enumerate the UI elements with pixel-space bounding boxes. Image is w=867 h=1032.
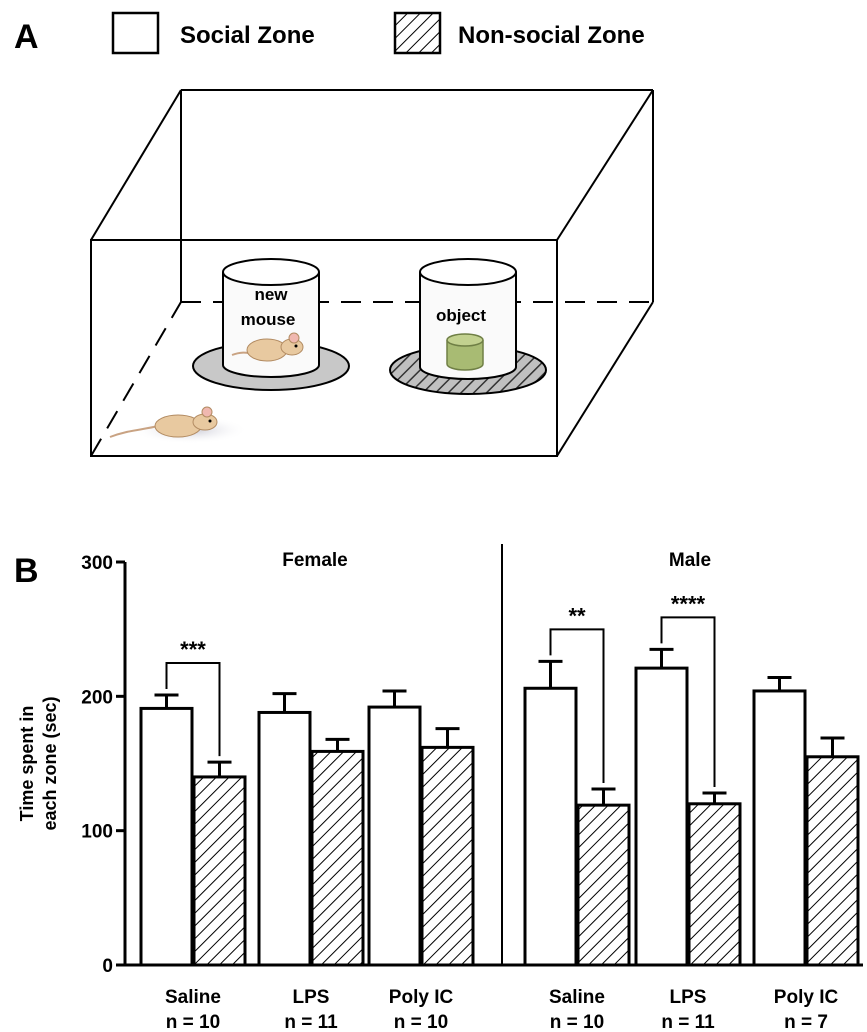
mouse-in-cylinder-icon: [231, 332, 304, 362]
category-label-male-polyic: Poly IC: [774, 987, 839, 1008]
panel-b-letter: B: [14, 552, 39, 590]
y-axis-title-line2: each zone (sec): [40, 696, 60, 830]
sig-label-male-saline: **: [568, 603, 586, 628]
group-title-female: Female: [282, 550, 347, 571]
legend: Social Zone Non-social Zone: [111, 11, 645, 55]
object-icon: [446, 333, 484, 371]
legend-label-social: Social Zone: [180, 22, 315, 49]
category-label-female-saline: Saline: [165, 987, 221, 1008]
category-label-male-saline: Saline: [549, 987, 605, 1008]
bar-male-saline-nonsocial: [576, 803, 631, 967]
category-label-female-lps: LPS: [293, 987, 330, 1008]
bar-female-saline-nonsocial: [192, 775, 247, 967]
legend-swatch-social: [111, 11, 160, 55]
sig-bracket-male-saline: [549, 628, 605, 784]
sig-label-male-lps: ****: [671, 591, 706, 616]
free-mouse-icon: [109, 406, 248, 444]
n-label-female-polyic: n = 10: [394, 1012, 448, 1032]
n-label-female-saline: n = 10: [166, 1012, 220, 1032]
bar-male-saline-social: [523, 686, 578, 967]
category-label-male-lps: LPS: [670, 987, 707, 1008]
bar-male-polyic-social: [752, 689, 807, 967]
bar-male-lps-social: [634, 666, 689, 967]
y-tick-label-100: 100: [81, 822, 113, 843]
bar-female-lps-nonsocial: [310, 749, 365, 967]
y-tick-label-200: 200: [81, 687, 113, 708]
n-label-male-lps: n = 11: [661, 1012, 715, 1032]
group-title-male: Male: [669, 550, 711, 571]
cylinder-left-label-1: new: [254, 285, 288, 304]
y-tick-label-0: 0: [102, 956, 113, 977]
bar-chart: 0 100 200 300 Time spent in each zone (sec) Fe…: [17, 544, 863, 1032]
y-tick-label-300: 300: [81, 553, 113, 574]
bar-female-polyic-nonsocial: [420, 745, 475, 967]
legend-label-nonsocial: Non-social Zone: [458, 22, 645, 49]
bar-female-saline-social: [139, 706, 194, 967]
cylinder-right: [419, 258, 517, 380]
n-label-male-polyic: n = 7: [784, 1012, 828, 1032]
category-label-female-polyic: Poly IC: [389, 987, 454, 1008]
bar-female-lps-social: [257, 710, 312, 967]
n-label-female-lps: n = 11: [284, 1012, 338, 1032]
n-label-male-saline: n = 10: [550, 1012, 604, 1032]
panel-a-letter: A: [14, 18, 39, 56]
legend-swatch-nonsocial: [393, 11, 442, 55]
bar-male-lps-nonsocial: [687, 802, 742, 967]
sig-bracket-male-lps: [660, 616, 716, 788]
sig-label-female-saline: ***: [180, 637, 206, 662]
sig-bracket-female-saline: [165, 661, 221, 757]
bar-female-polyic-social: [367, 705, 422, 967]
cylinder-left-label-2: mouse: [241, 310, 296, 329]
bar-male-polyic-nonsocial: [805, 755, 860, 967]
cylinder-right-label: object: [436, 306, 486, 325]
y-axis-title-line1: Time spent in: [17, 706, 37, 822]
arena-box: [90, 89, 654, 457]
